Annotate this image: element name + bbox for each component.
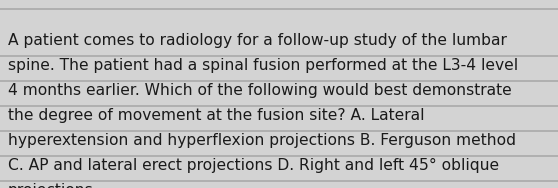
Text: spine. The patient had a spinal fusion performed at the L3-4 level: spine. The patient had a spinal fusion p… <box>8 58 518 73</box>
Text: A patient comes to radiology for a follow-up study of the lumbar: A patient comes to radiology for a follo… <box>8 33 507 48</box>
Text: projections: projections <box>8 183 94 188</box>
Bar <box>0 180 558 181</box>
Bar <box>0 8 558 10</box>
Text: hyperextension and hyperflexion projections B. Ferguson method: hyperextension and hyperflexion projecti… <box>8 133 516 148</box>
Bar <box>0 130 558 131</box>
Text: 4 months earlier. Which of the following would best demonstrate: 4 months earlier. Which of the following… <box>8 83 512 98</box>
Bar <box>0 105 558 106</box>
Bar <box>0 155 558 156</box>
Bar <box>0 55 558 57</box>
Text: the degree of movement at the fusion site? A. Lateral: the degree of movement at the fusion sit… <box>8 108 425 123</box>
Text: C. AP and lateral erect projections D. Right and left 45° oblique: C. AP and lateral erect projections D. R… <box>8 158 499 173</box>
Bar <box>0 80 558 82</box>
